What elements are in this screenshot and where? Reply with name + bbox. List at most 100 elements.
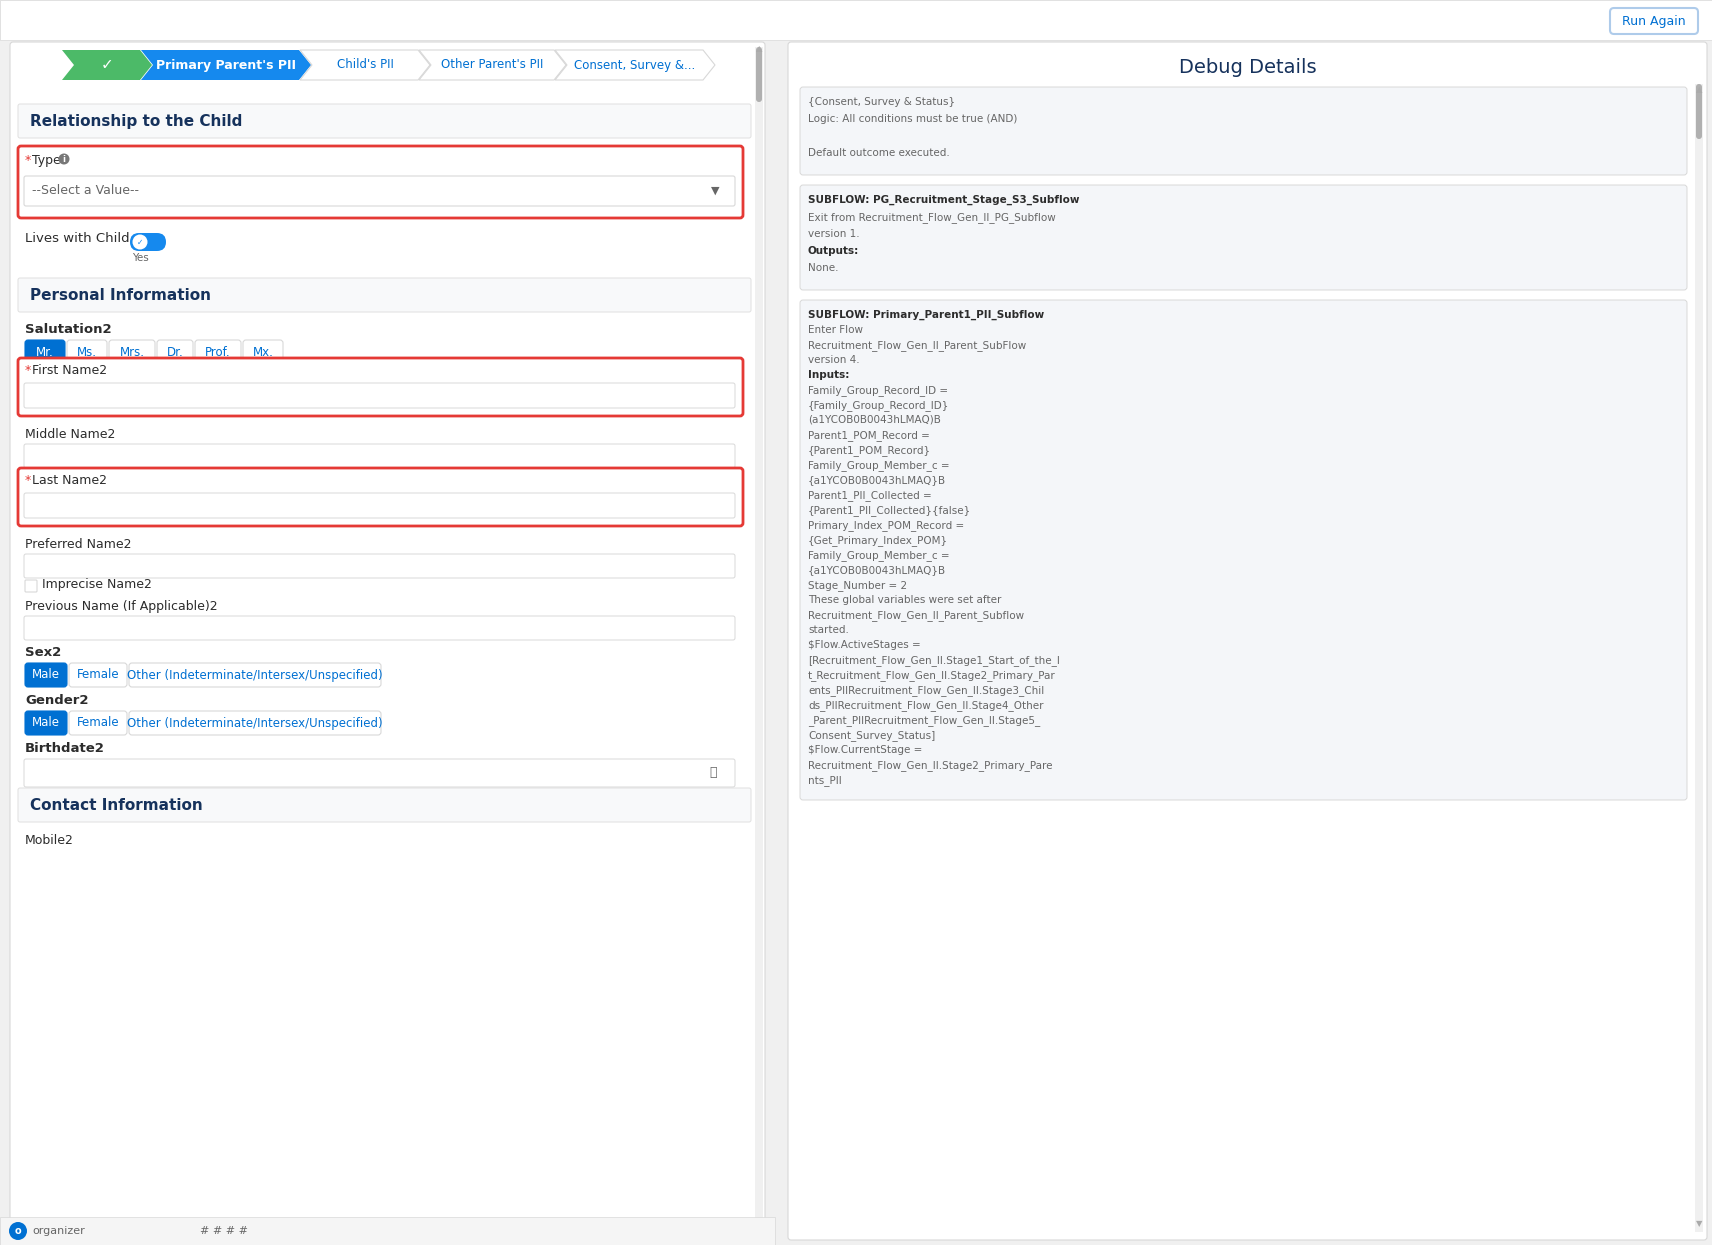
Polygon shape	[62, 50, 152, 80]
Text: version 4.: version 4.	[808, 355, 859, 365]
Text: Exit from Recruitment_Flow_Gen_II_PG_Subflow: Exit from Recruitment_Flow_Gen_II_PG_Sub…	[808, 212, 1056, 223]
Text: {Consent, Survey & Status}: {Consent, Survey & Status}	[808, 97, 955, 107]
Text: started.: started.	[808, 625, 849, 635]
Text: [Recruitment_Flow_Gen_II.Stage1_Start_of_the_l: [Recruitment_Flow_Gen_II.Stage1_Start_of…	[808, 655, 1060, 666]
Text: Consent_Survey_Status]: Consent_Survey_Status]	[808, 730, 935, 741]
Text: Run Again: Run Again	[1623, 15, 1686, 27]
Text: Recruitment_Flow_Gen_II.Stage2_Primary_Pare: Recruitment_Flow_Gen_II.Stage2_Primary_P…	[808, 759, 1053, 771]
FancyBboxPatch shape	[26, 711, 67, 735]
Text: Recruitment_Flow_Gen_II_Parent_Subflow: Recruitment_Flow_Gen_II_Parent_Subflow	[808, 610, 1024, 621]
Text: Inputs:: Inputs:	[808, 370, 849, 380]
Polygon shape	[555, 50, 716, 80]
Text: Male: Male	[33, 717, 60, 730]
FancyBboxPatch shape	[800, 87, 1686, 176]
Polygon shape	[140, 50, 312, 80]
FancyBboxPatch shape	[24, 493, 734, 518]
FancyBboxPatch shape	[24, 759, 734, 787]
Text: 📅: 📅	[709, 767, 717, 779]
FancyBboxPatch shape	[128, 711, 382, 735]
Text: Female: Female	[77, 669, 120, 681]
FancyBboxPatch shape	[130, 233, 166, 251]
Text: ✓: ✓	[137, 238, 144, 247]
Bar	[755, 47, 764, 1228]
Text: Type: Type	[33, 154, 60, 167]
FancyBboxPatch shape	[19, 278, 752, 312]
FancyBboxPatch shape	[26, 580, 38, 593]
FancyBboxPatch shape	[800, 300, 1686, 801]
Bar	[0, 0, 1712, 40]
Text: Enter Flow: Enter Flow	[808, 325, 863, 335]
Text: ▲: ▲	[755, 44, 762, 54]
Text: Other Parent's PII: Other Parent's PII	[442, 59, 544, 71]
Text: Child's PII: Child's PII	[337, 59, 394, 71]
Text: Primary_Index_POM_Record =: Primary_Index_POM_Record =	[808, 520, 964, 530]
Text: *: *	[26, 474, 31, 487]
FancyBboxPatch shape	[67, 340, 106, 364]
FancyBboxPatch shape	[128, 664, 382, 687]
FancyBboxPatch shape	[158, 340, 193, 364]
Text: Lives with Child: Lives with Child	[26, 232, 130, 245]
Text: $Flow.CurrentStage =: $Flow.CurrentStage =	[808, 745, 923, 754]
Text: ds_PIIRecruitment_Flow_Gen_II.Stage4_Other: ds_PIIRecruitment_Flow_Gen_II.Stage4_Oth…	[808, 700, 1044, 711]
Text: SUBFLOW: PG_Recruitment_Stage_S3_Subflow: SUBFLOW: PG_Recruitment_Stage_S3_Subflow	[808, 195, 1080, 205]
Text: Birthdate2: Birthdate2	[26, 742, 104, 754]
Text: Mrs.: Mrs.	[120, 346, 144, 359]
Text: --Select a Value--: --Select a Value--	[33, 184, 139, 197]
FancyBboxPatch shape	[788, 42, 1707, 1240]
Circle shape	[132, 234, 147, 249]
Text: ▼: ▼	[710, 186, 719, 195]
FancyBboxPatch shape	[10, 42, 765, 1233]
FancyBboxPatch shape	[195, 340, 241, 364]
FancyBboxPatch shape	[24, 444, 734, 468]
Text: Recruitment_Flow_Gen_II_Parent_SubFlow: Recruitment_Flow_Gen_II_Parent_SubFlow	[808, 340, 1025, 351]
FancyBboxPatch shape	[19, 359, 743, 416]
FancyBboxPatch shape	[243, 340, 282, 364]
FancyBboxPatch shape	[19, 468, 743, 525]
FancyBboxPatch shape	[19, 146, 743, 218]
Text: (a1YCOB0B0043hLMAQ)B: (a1YCOB0B0043hLMAQ)B	[808, 415, 942, 425]
Text: Sex2: Sex2	[26, 646, 62, 659]
Text: SUBFLOW: Primary_Parent1_PII_Subflow: SUBFLOW: Primary_Parent1_PII_Subflow	[808, 310, 1044, 320]
Text: {Parent1_POM_Record}: {Parent1_POM_Record}	[808, 444, 931, 456]
Bar	[0, 1218, 776, 1245]
FancyBboxPatch shape	[24, 616, 734, 640]
FancyBboxPatch shape	[110, 340, 156, 364]
Text: {a1YCOB0B0043hLMAQ}B: {a1YCOB0B0043hLMAQ}B	[808, 476, 947, 486]
Polygon shape	[300, 50, 430, 80]
FancyBboxPatch shape	[19, 105, 752, 138]
Text: Previous Name (If Applicable)2: Previous Name (If Applicable)2	[26, 600, 217, 613]
Text: t_Recruitment_Flow_Gen_II.Stage2_Primary_Par: t_Recruitment_Flow_Gen_II.Stage2_Primary…	[808, 670, 1056, 681]
Polygon shape	[419, 50, 567, 80]
Text: organizer: organizer	[33, 1226, 86, 1236]
Text: Prof.: Prof.	[205, 346, 231, 359]
Text: Middle Name2: Middle Name2	[26, 428, 115, 441]
Text: Contact Information: Contact Information	[31, 798, 202, 813]
Text: Default outcome executed.: Default outcome executed.	[808, 148, 950, 158]
Bar	[1695, 83, 1703, 1233]
Text: Personal Information: Personal Information	[31, 288, 211, 303]
Circle shape	[58, 153, 70, 164]
FancyBboxPatch shape	[24, 383, 734, 408]
Text: version 1.: version 1.	[808, 229, 859, 239]
Text: Imprecise Name2: Imprecise Name2	[43, 578, 152, 591]
Text: Yes: Yes	[132, 253, 149, 263]
Text: Consent, Survey &...: Consent, Survey &...	[574, 59, 695, 71]
FancyBboxPatch shape	[26, 340, 65, 364]
Text: ents_PIIRecruitment_Flow_Gen_II.Stage3_Chil: ents_PIIRecruitment_Flow_Gen_II.Stage3_C…	[808, 685, 1044, 696]
Text: Relationship to the Child: Relationship to the Child	[31, 115, 243, 129]
Text: Salutation2: Salutation2	[26, 322, 111, 336]
Text: o: o	[15, 1226, 21, 1236]
FancyBboxPatch shape	[68, 711, 127, 735]
Text: i: i	[63, 154, 65, 163]
Text: Outputs:: Outputs:	[808, 247, 859, 256]
Text: Preferred Name2: Preferred Name2	[26, 538, 132, 552]
Text: Other (Indeterminate/Intersex/Unspecified): Other (Indeterminate/Intersex/Unspecifie…	[127, 717, 383, 730]
Text: Mr.: Mr.	[36, 346, 53, 359]
Text: Logic: All conditions must be true (AND): Logic: All conditions must be true (AND)	[808, 115, 1017, 124]
Text: Debug Details: Debug Details	[1178, 59, 1317, 77]
Text: These global variables were set after: These global variables were set after	[808, 595, 1002, 605]
Circle shape	[9, 1223, 27, 1240]
Text: Dr.: Dr.	[166, 346, 183, 359]
Text: Female: Female	[77, 717, 120, 730]
FancyBboxPatch shape	[24, 176, 734, 205]
